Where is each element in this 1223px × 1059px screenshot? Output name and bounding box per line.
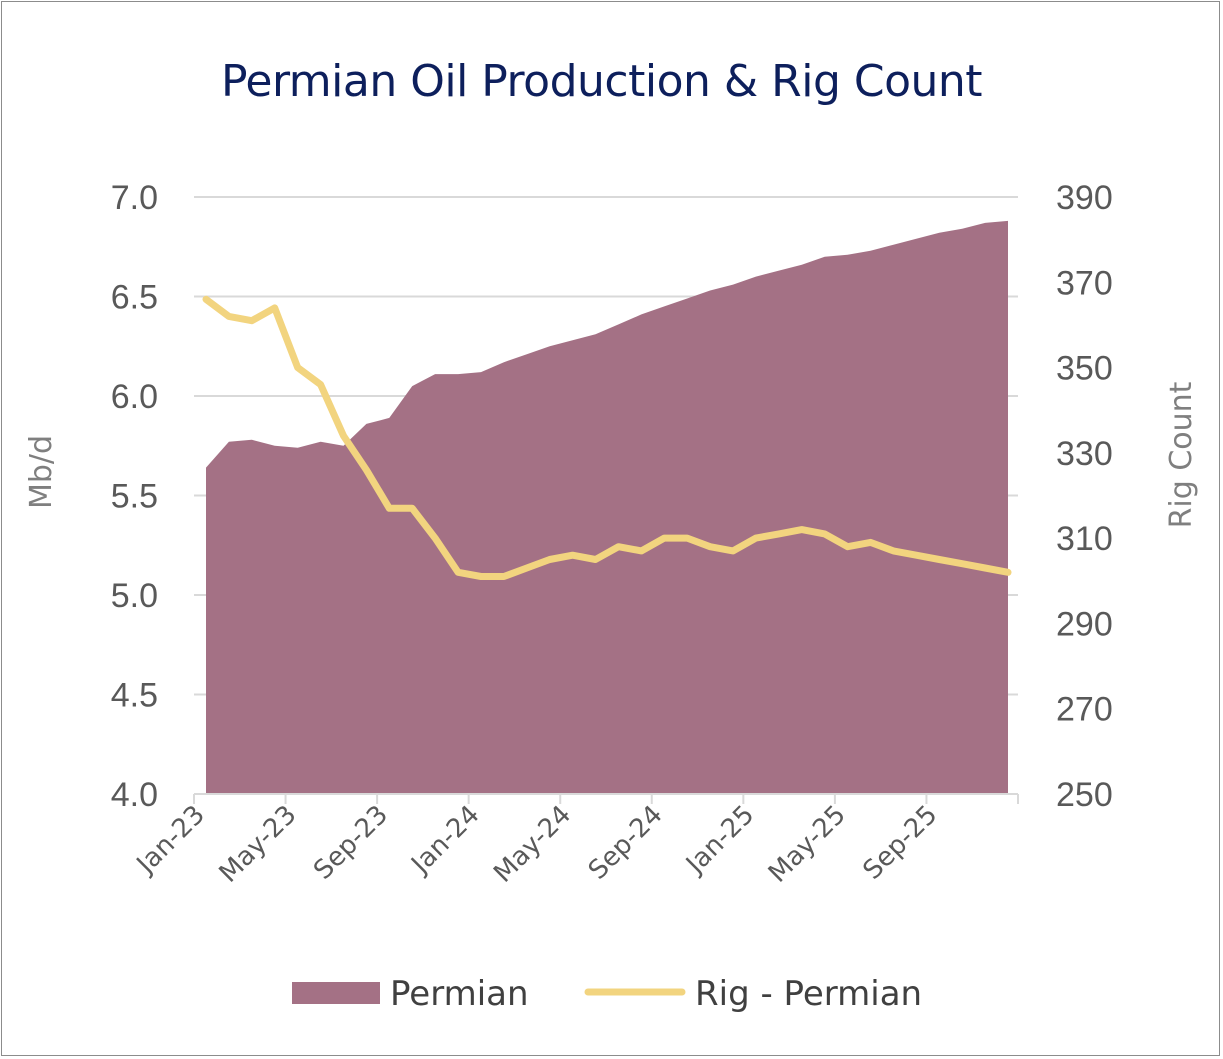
y-left-tick-label: 6.0 <box>111 378 158 416</box>
y-left-tick-label: 5.5 <box>111 478 158 516</box>
rig-count-line <box>202 295 1012 580</box>
x-tick-label: Jan-25 <box>679 800 760 881</box>
x-tick-label: Sep-23 <box>308 800 394 886</box>
y-left-tick-label: 4.0 <box>111 776 158 814</box>
chart-title: Permian Oil Production & Rig Count <box>220 56 983 107</box>
legend-label-permian: Permian <box>390 974 529 1014</box>
y-axis-right-title: Rig Count <box>1164 381 1199 528</box>
y-left-tick-label: 4.5 <box>111 677 158 715</box>
y-left-tick-label: 5.0 <box>111 577 158 615</box>
axes <box>193 793 1019 804</box>
y-right-tick-label: 250 <box>1056 776 1113 814</box>
y-right-tick-label: 270 <box>1056 691 1113 729</box>
y-right-tick-label: 390 <box>1056 179 1113 217</box>
y-left-tick-label: 6.5 <box>111 279 158 317</box>
left-axis-ticks: 4.0 4.5 5.0 5.5 6.0 6.5 7.0 <box>111 179 158 814</box>
y-right-tick-label: 350 <box>1056 350 1113 388</box>
right-axis-ticks: 250 270 290 310 330 350 370 390 <box>1056 179 1113 814</box>
permian-area <box>206 220 1008 794</box>
x-tick-label: Jan-24 <box>405 800 486 881</box>
x-axis-ticks: Jan-23 May-23 Sep-23 Jan-24 May-24 Sep-24 Jan-… <box>130 800 943 889</box>
x-tick-label: May-24 <box>488 800 577 889</box>
permian-area-layer <box>206 220 1008 794</box>
rig-line-layer <box>202 295 1012 580</box>
x-tick-label: May-25 <box>763 800 852 889</box>
x-tick-label: Sep-25 <box>857 800 943 886</box>
y-axis-left-title: Mb/d <box>24 435 59 509</box>
y-right-tick-label: 370 <box>1056 264 1113 302</box>
y-right-tick-label: 310 <box>1056 520 1113 558</box>
y-right-tick-label: 330 <box>1056 435 1113 473</box>
y-right-tick-label: 290 <box>1056 605 1113 643</box>
x-tick-label: Sep-24 <box>583 800 669 886</box>
legend-label-rig: Rig - Permian <box>695 974 922 1014</box>
legend-swatch-permian <box>292 982 380 1004</box>
x-tick-label: May-23 <box>214 800 303 889</box>
y-left-tick-label: 7.0 <box>111 179 158 217</box>
